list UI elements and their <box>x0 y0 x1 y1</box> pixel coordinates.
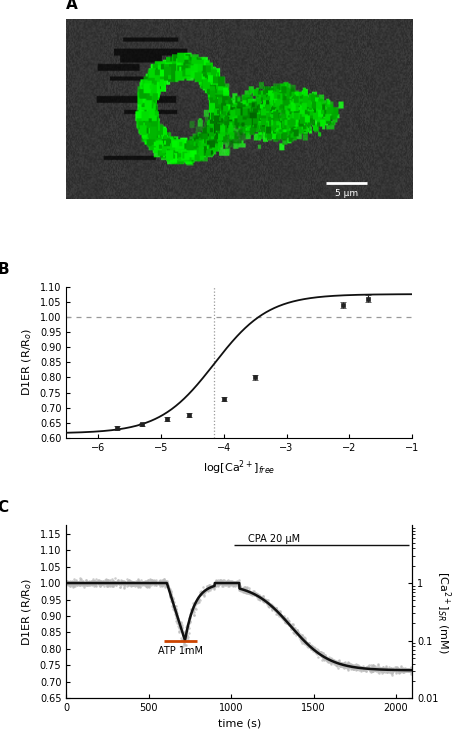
Text: C: C <box>0 500 8 515</box>
X-axis label: log[Ca$^{2+}$]$_{free}$: log[Ca$^{2+}$]$_{free}$ <box>203 458 275 477</box>
Text: B: B <box>0 263 9 277</box>
Text: ATP 1mM: ATP 1mM <box>157 646 202 656</box>
Text: 5 μm: 5 μm <box>335 189 358 198</box>
Y-axis label: [Ca$^{2+}$]$_{SR}$ (mM): [Ca$^{2+}$]$_{SR}$ (mM) <box>434 571 453 653</box>
Text: A: A <box>66 0 78 11</box>
Y-axis label: D1ER (R/R$_o$): D1ER (R/R$_o$) <box>21 328 34 396</box>
X-axis label: time (s): time (s) <box>218 719 261 729</box>
Y-axis label: D1ER (R/R$_o$): D1ER (R/R$_o$) <box>21 578 34 646</box>
Text: CPA 20 μM: CPA 20 μM <box>247 534 300 544</box>
